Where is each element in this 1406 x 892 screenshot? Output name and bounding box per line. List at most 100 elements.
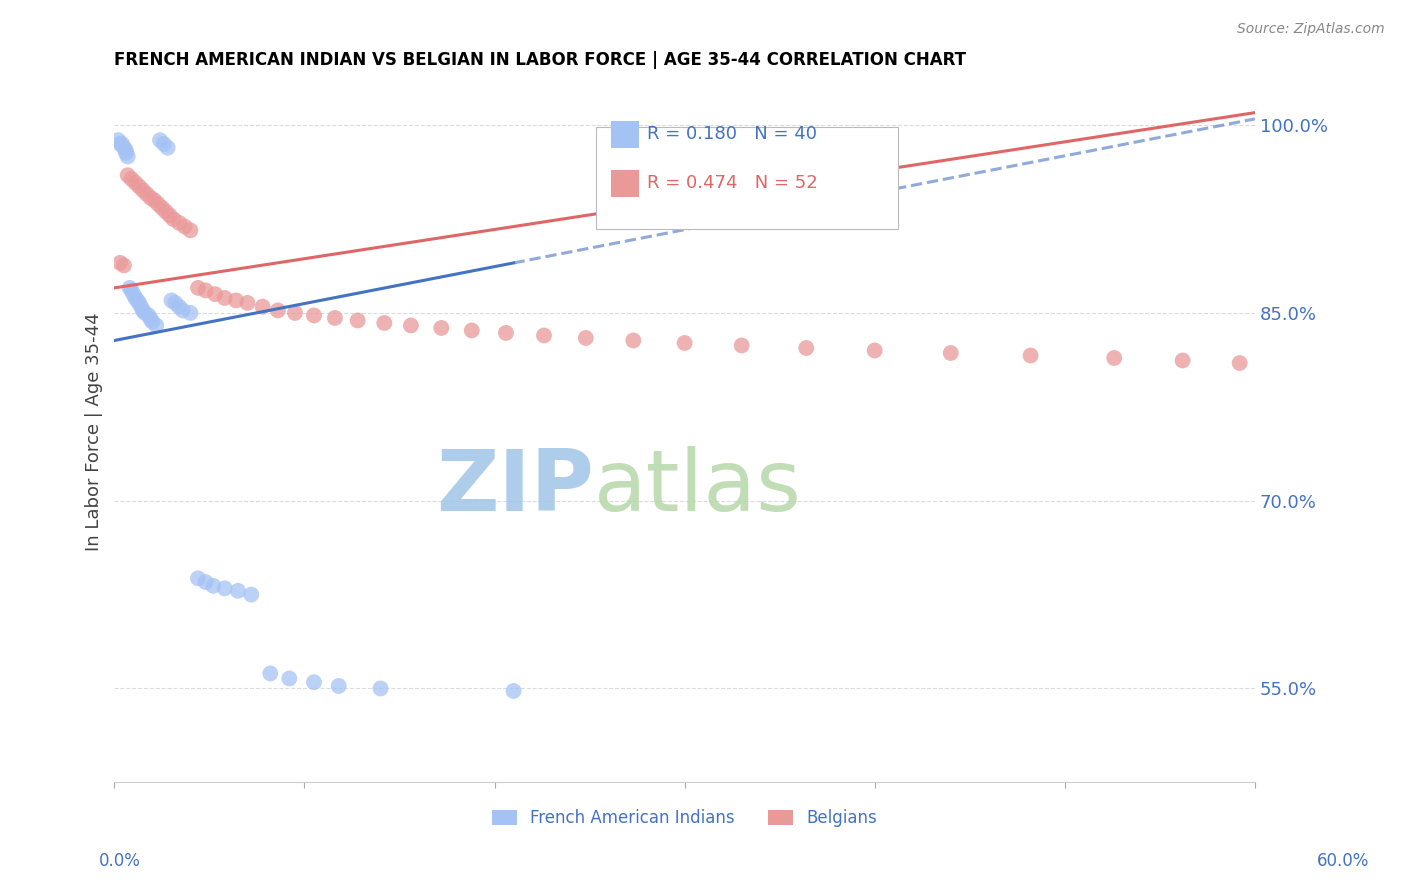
Text: R = 0.474   N = 52: R = 0.474 N = 52 <box>647 174 818 192</box>
Point <box>1348 363 1371 377</box>
Text: R = 0.180   N = 40: R = 0.180 N = 40 <box>647 125 817 143</box>
Point <box>112 141 135 155</box>
Point <box>346 313 368 327</box>
Point <box>1316 361 1339 376</box>
Point <box>139 191 162 205</box>
Point <box>111 136 134 151</box>
Point <box>118 281 141 295</box>
Point <box>167 300 190 314</box>
Point <box>162 212 184 227</box>
Point <box>194 575 217 590</box>
Point <box>240 588 263 602</box>
Point <box>863 343 886 358</box>
Point <box>156 141 179 155</box>
Point <box>673 335 696 350</box>
Point <box>145 318 167 333</box>
Point <box>129 300 152 314</box>
Point <box>1102 351 1125 365</box>
Point <box>225 293 247 308</box>
Point <box>121 284 143 298</box>
Point <box>135 186 157 201</box>
Point <box>150 201 173 215</box>
Point <box>187 571 209 585</box>
Point <box>1372 366 1395 380</box>
Point <box>323 310 346 325</box>
Point <box>173 219 195 234</box>
Point <box>621 334 644 348</box>
Point <box>794 341 817 355</box>
Text: atlas: atlas <box>593 446 801 530</box>
Point <box>179 223 201 237</box>
Point <box>107 133 129 147</box>
Point <box>124 176 146 190</box>
Point <box>328 679 350 693</box>
Point <box>127 293 149 308</box>
Point <box>267 303 290 318</box>
Point <box>502 684 524 698</box>
Point <box>117 168 139 182</box>
Point <box>730 338 752 352</box>
Point <box>122 287 145 301</box>
Point <box>1019 349 1042 363</box>
Point <box>370 681 392 696</box>
Y-axis label: In Labor Force | Age 35-44: In Labor Force | Age 35-44 <box>86 312 103 551</box>
Point <box>236 296 259 310</box>
Point <box>132 303 155 318</box>
Text: ZIP: ZIP <box>436 446 593 530</box>
Point <box>159 208 181 222</box>
Point <box>252 300 274 314</box>
Point <box>278 672 301 686</box>
Point <box>143 194 166 208</box>
Point <box>302 309 325 323</box>
FancyBboxPatch shape <box>610 170 638 197</box>
Point <box>121 172 143 186</box>
Point <box>430 321 453 335</box>
Point <box>128 296 150 310</box>
Point <box>155 204 177 219</box>
Point <box>194 284 217 298</box>
Point <box>187 281 209 295</box>
Point <box>172 303 194 318</box>
Point <box>214 582 236 596</box>
Point <box>141 315 163 329</box>
Point <box>167 216 190 230</box>
Point <box>108 136 131 151</box>
Point <box>1278 359 1301 373</box>
Point <box>114 145 136 160</box>
Point <box>226 583 249 598</box>
Point <box>160 293 183 308</box>
Point <box>284 306 307 320</box>
Point <box>533 328 555 343</box>
Point <box>139 312 162 326</box>
Point <box>399 318 422 333</box>
Point <box>939 346 962 360</box>
Point <box>373 316 395 330</box>
Point <box>153 136 176 151</box>
Point <box>128 179 150 194</box>
Point <box>214 291 236 305</box>
Text: 0.0%: 0.0% <box>98 852 141 870</box>
Text: 60.0%: 60.0% <box>1316 852 1369 870</box>
Point <box>117 149 139 163</box>
Point <box>112 258 135 272</box>
Point <box>1171 353 1194 368</box>
Point <box>132 183 155 197</box>
FancyBboxPatch shape <box>610 121 638 148</box>
Point <box>179 306 201 320</box>
Point <box>108 256 131 270</box>
Point <box>1392 368 1406 383</box>
Point <box>114 143 136 157</box>
Point <box>138 309 160 323</box>
Point <box>149 133 172 147</box>
Legend: French American Indians, Belgians: French American Indians, Belgians <box>485 802 884 834</box>
Point <box>575 331 598 345</box>
Point <box>204 287 226 301</box>
Point <box>259 666 281 681</box>
Point <box>461 323 484 337</box>
Point <box>202 579 225 593</box>
Point <box>146 197 169 211</box>
Text: FRENCH AMERICAN INDIAN VS BELGIAN IN LABOR FORCE | AGE 35-44 CORRELATION CHART: FRENCH AMERICAN INDIAN VS BELGIAN IN LAB… <box>114 51 966 69</box>
Text: Source: ZipAtlas.com: Source: ZipAtlas.com <box>1237 22 1385 37</box>
Point <box>1229 356 1251 370</box>
Point <box>495 326 517 340</box>
